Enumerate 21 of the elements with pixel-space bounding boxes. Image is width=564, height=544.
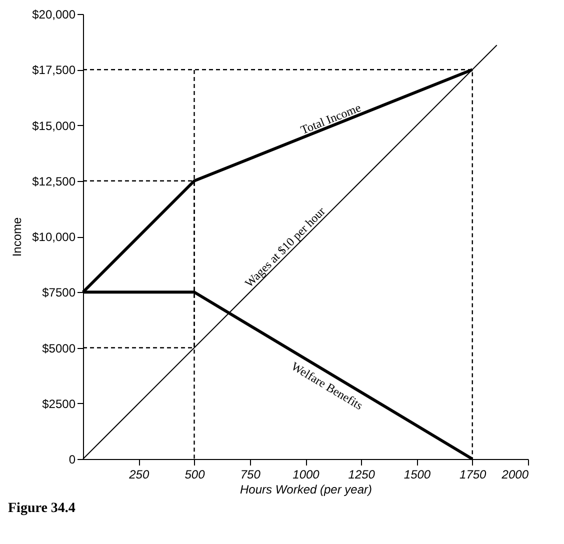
x-tick-label: 500	[184, 468, 206, 482]
x-axis-title: Hours Worked (per year)	[240, 482, 372, 496]
x-tick-label: 1750	[460, 468, 487, 482]
y-tick-label: $10,000	[32, 230, 76, 244]
x-tick-label: 1000	[292, 468, 320, 482]
x-tick-label: 750	[240, 468, 261, 482]
x-tick-label: 250	[128, 468, 150, 482]
text: Total Income	[298, 100, 363, 138]
y-tick-label: $7500	[42, 286, 76, 300]
y-tick-label: $17,500	[32, 63, 76, 78]
y-tick-label: $5000	[42, 341, 76, 356]
y-tick-label: $2500	[42, 396, 76, 411]
x-tick-label: 1250	[348, 468, 376, 482]
y-tick-label: $20,000	[32, 8, 76, 22]
y-tick-label: $12,500	[32, 174, 76, 188]
y-tick-label: 0	[68, 452, 76, 466]
caption: Figure 34.4	[8, 501, 76, 517]
y-tick-label: $15,000	[32, 118, 76, 133]
x-tick-label: 2000	[500, 468, 529, 482]
x-tick-label: 1500	[404, 468, 431, 482]
y-axis-title: Income	[10, 217, 24, 257]
